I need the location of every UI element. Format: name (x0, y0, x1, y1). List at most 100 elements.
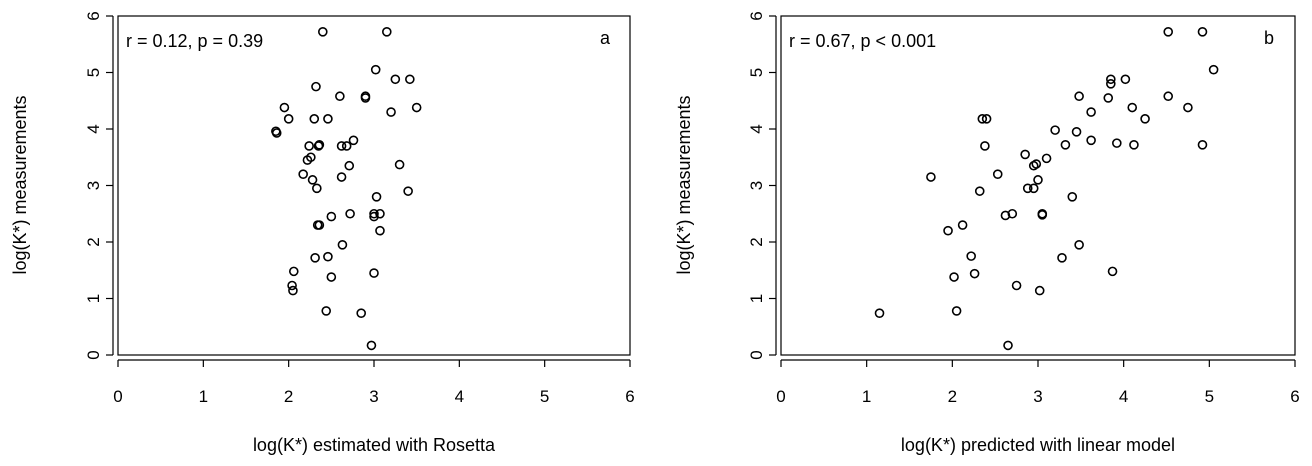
data-point (1197, 27, 1208, 37)
x-tick-label: 6 (625, 387, 634, 406)
data-point (336, 141, 347, 151)
x-tick-label: 0 (113, 387, 122, 406)
data-point (386, 107, 396, 117)
data-point (1106, 79, 1116, 89)
x-tick-label: 2 (948, 387, 957, 406)
x-tick-label: 6 (1290, 387, 1299, 406)
y-tick-label: 4 (747, 124, 766, 133)
data-point (1041, 153, 1052, 164)
correlation-annotation-b: r = 0.67, p < 0.001 (789, 31, 936, 51)
x-tick-label: 1 (862, 387, 871, 406)
points-b (874, 27, 1219, 351)
data-point (298, 169, 308, 179)
data-point (311, 81, 321, 92)
data-point (1020, 149, 1030, 160)
data-point (348, 135, 359, 146)
y-tick-label: 4 (84, 124, 103, 133)
data-point (356, 308, 367, 318)
data-point (1022, 183, 1033, 194)
x-tick-label: 3 (1033, 387, 1042, 406)
x-axis-label-b: log(K*) predicted with linear model (901, 435, 1175, 455)
plot-frame-b (780, 15, 1296, 356)
x-axis-b: 0 1 2 3 4 5 6 (776, 359, 1300, 406)
data-point (403, 186, 413, 196)
data-point (317, 27, 328, 37)
data-point (1163, 27, 1174, 37)
data-point (992, 169, 1003, 179)
data-point (943, 225, 953, 236)
data-point (1060, 140, 1071, 150)
data-point (966, 251, 976, 261)
y-tick-label: 5 (84, 68, 103, 77)
data-point (411, 102, 422, 113)
data-point (1011, 280, 1022, 291)
data-point (951, 306, 962, 316)
y-tick-label: 2 (747, 237, 766, 246)
data-point (1057, 253, 1067, 263)
data-point (394, 159, 405, 170)
data-point (1086, 107, 1096, 117)
y-tick-label: 5 (747, 68, 766, 77)
data-point (949, 272, 959, 282)
data-point (1074, 91, 1084, 102)
x-tick-label: 5 (1205, 387, 1214, 406)
y-tick-label: 3 (747, 181, 766, 190)
y-tick-label: 1 (84, 294, 103, 303)
data-point (1050, 125, 1060, 135)
data-point (926, 172, 936, 182)
data-point (1120, 74, 1131, 85)
data-point (323, 251, 333, 262)
data-point (321, 306, 332, 316)
y-tick-label: 0 (747, 350, 766, 359)
x-axis-label-a: log(K*) estimated with Rosetta (253, 435, 496, 455)
data-point (1103, 93, 1114, 103)
data-point (1208, 64, 1219, 75)
x-tick-label: 2 (284, 387, 293, 406)
data-point (288, 285, 298, 296)
data-point (314, 220, 325, 230)
data-point (287, 280, 297, 291)
panel-label-b: b (1264, 28, 1274, 48)
x-tick-label: 1 (199, 387, 208, 406)
data-point (307, 175, 318, 185)
data-point (969, 268, 980, 279)
x-tick-label: 4 (1119, 387, 1128, 406)
data-point (375, 225, 385, 236)
y-tick-label: 6 (747, 11, 766, 20)
data-point (1071, 127, 1082, 137)
data-point (369, 211, 379, 222)
data-point (326, 272, 337, 282)
data-point (1003, 340, 1013, 351)
data-point (337, 240, 348, 250)
x-tick-label: 3 (369, 387, 378, 406)
data-point (405, 74, 415, 85)
data-point (1033, 175, 1043, 185)
data-point (369, 208, 379, 219)
data-point (371, 192, 382, 202)
data-point (344, 160, 355, 171)
x-tick-label: 0 (776, 387, 785, 406)
data-point (1127, 102, 1138, 113)
data-point (366, 340, 377, 351)
data-point (1106, 74, 1116, 85)
y-tick-label: 3 (84, 181, 103, 190)
data-point (271, 128, 282, 138)
x-axis-a: 0 1 2 3 4 5 6 (113, 359, 635, 406)
data-point (309, 114, 320, 124)
data-point (304, 141, 314, 151)
data-point (1140, 114, 1150, 124)
x-tick-label: 4 (455, 387, 464, 406)
data-point (302, 155, 313, 165)
data-point (1007, 208, 1018, 219)
panel-b: r = 0.67, p < 0.001 b log(K*) predicted … (674, 11, 1300, 455)
data-point (1197, 140, 1208, 150)
y-tick-label: 6 (84, 11, 103, 20)
data-point (1028, 183, 1039, 194)
data-point (1129, 140, 1139, 150)
data-point (288, 266, 299, 277)
data-point (370, 64, 381, 75)
data-point (381, 27, 392, 37)
data-point (312, 183, 322, 194)
data-point (1028, 160, 1039, 171)
